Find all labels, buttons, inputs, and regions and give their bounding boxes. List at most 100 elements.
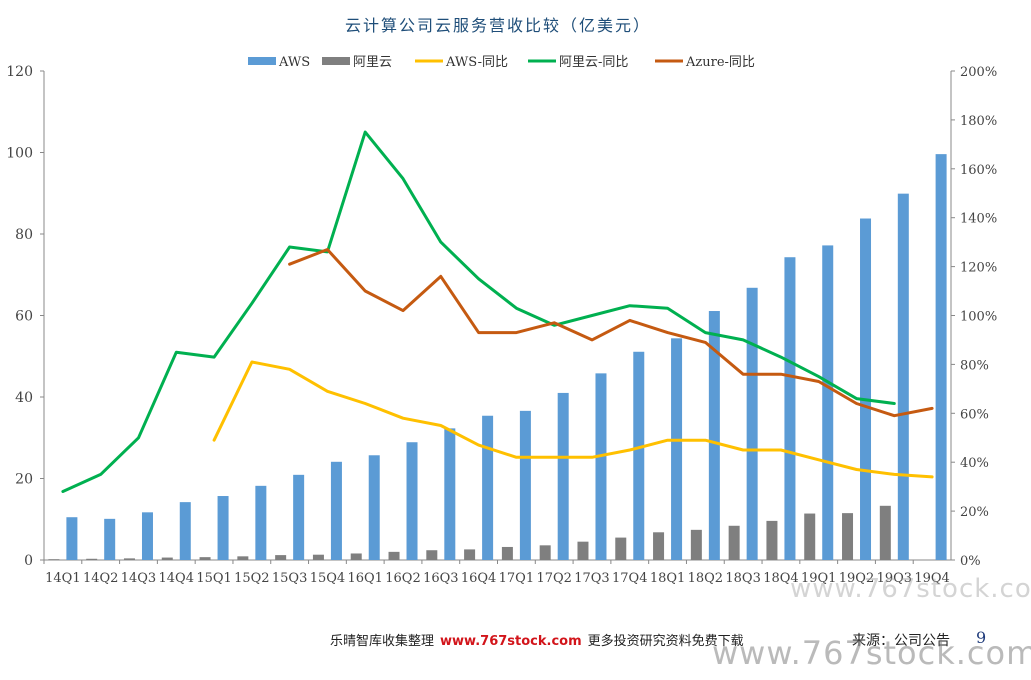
bar-aliyun [48, 559, 60, 560]
bar-aws [66, 517, 78, 560]
y-left-tick-label: 0 [24, 553, 33, 569]
x-tick-label: 19Q1 [801, 571, 836, 586]
x-tick-label: 19Q4 [914, 571, 949, 586]
x-tick-label: 15Q4 [310, 571, 345, 586]
bar-aws [708, 311, 720, 560]
bar-aliyun [690, 529, 702, 560]
y-right-tick-label: 140% [960, 212, 997, 227]
chart-axes: 0 20 40 60 80 100 120 0% 20% 40% 60% 80% 100% 120% 140… [6, 64, 997, 586]
legend-label: 阿里云 [353, 55, 392, 70]
x-tick-label: 14Q4 [159, 571, 194, 586]
bar-aliyun [464, 549, 476, 560]
chart-title: 云计算公司云服务营收比较（亿美元） [345, 16, 651, 35]
bar-aliyun [804, 513, 816, 560]
bar-aws [104, 518, 116, 560]
legend-label: AWS-同比 [445, 55, 508, 70]
y-left-tick-label: 20 [15, 472, 33, 488]
page-number: 9 [976, 628, 987, 647]
y-right-tick-label: 60% [960, 407, 989, 422]
bar-aws [860, 218, 872, 560]
source-note: 来源：公司公告 [852, 633, 950, 649]
y-right-tick-label: 20% [960, 505, 989, 520]
y-right-tick-label: 180% [960, 114, 997, 129]
bar-aliyun [426, 550, 438, 560]
y-right-tick-label: 0% [960, 554, 981, 569]
bar-aliyun [539, 545, 551, 560]
x-tick-label: 18Q2 [688, 571, 723, 586]
bar-aws [784, 257, 796, 560]
x-tick-label: 16Q4 [461, 571, 496, 586]
legend-label: Azure-同比 [685, 55, 755, 70]
y-left-tick-label: 80 [15, 227, 33, 243]
watermark-small: www.767stock.com [790, 574, 1031, 604]
bar-aws [368, 455, 380, 560]
bar-aws [822, 245, 834, 560]
bar-aws [179, 502, 191, 560]
x-tick-label: 17Q1 [499, 571, 534, 586]
x-tick-label: 17Q4 [612, 571, 647, 586]
bar-aws [595, 373, 607, 560]
chart-canvas: 云计算公司云服务营收比较（亿美元） AWS 阿里云 AWS-同比 阿里云-同比 Azur… [6, 16, 997, 586]
y-right-tick-label: 160% [960, 163, 997, 178]
x-tick-label: 17Q3 [574, 571, 609, 586]
line-series-group [61, 130, 934, 493]
bar-aliyun [766, 520, 778, 560]
legend-swatch [248, 57, 276, 65]
x-tick-label: 14Q2 [83, 571, 118, 586]
footer-note-text-2: 更多投资研究资料免费下载 [587, 634, 744, 649]
legend-swatch [322, 57, 350, 65]
bar-aws [897, 193, 909, 560]
bar-aliyun [275, 555, 287, 560]
y-right-tick-label: 80% [960, 358, 989, 373]
bar-aws [406, 442, 418, 560]
line-aliyun-yoy [61, 130, 896, 493]
line-azure-yoy [288, 248, 934, 418]
x-tick-label: 17Q2 [536, 571, 571, 586]
bar-aws [217, 496, 229, 560]
bar-aliyun [86, 558, 98, 560]
x-tick-label: 15Q3 [272, 571, 307, 586]
footer-note-text: 乐晴智库收集整理 [330, 634, 435, 649]
bar-aws [671, 338, 683, 560]
y-right-tick-label: 120% [960, 261, 997, 276]
bar-aliyun [728, 525, 740, 560]
legend-label: 阿里云-同比 [559, 55, 628, 70]
bar-aliyun [501, 546, 513, 560]
x-tick-label: 18Q3 [725, 571, 760, 586]
x-tick-label: 15Q2 [234, 571, 269, 586]
watermark-large: www.767stock.com [712, 634, 1031, 672]
bar-aliyun [237, 556, 249, 560]
y-left-tick-label: 40 [15, 390, 33, 406]
x-tick-label: 16Q3 [423, 571, 458, 586]
y-left-tick-label: 120 [6, 64, 33, 80]
y-left-tick-label: 60 [15, 309, 33, 325]
bar-aliyun [199, 557, 211, 560]
bar-aws [935, 154, 947, 560]
bar-aws [444, 428, 456, 560]
bar-aws [141, 512, 153, 560]
bar-aliyun [350, 553, 362, 560]
bar-aliyun [653, 532, 665, 560]
bar-aliyun [388, 551, 400, 560]
footer-note: 乐晴智库收集整理 www.767stock.com 更多投资研究资料免费下载 [330, 630, 744, 649]
chart-legend: AWS 阿里云 AWS-同比 阿里云-同比 Azure-同比 [248, 55, 755, 70]
x-tick-label: 18Q4 [763, 571, 798, 586]
x-tick-label: 15Q1 [196, 571, 231, 586]
bar-aws [519, 410, 531, 560]
bar-aws [633, 351, 645, 560]
bar-aliyun [842, 513, 854, 560]
bar-aliyun [879, 505, 891, 560]
line-aws-yoy [212, 360, 934, 479]
x-tick-label: 19Q3 [877, 571, 912, 586]
bar-aliyun [312, 554, 324, 560]
bar-aws [255, 485, 267, 560]
y-right-tick-label: 40% [960, 456, 989, 471]
x-tick-label: 14Q1 [45, 571, 80, 586]
bar-aliyun [161, 557, 173, 560]
y-right-tick-label: 200% [960, 65, 997, 80]
bar-aliyun [577, 541, 589, 560]
footer-site-link[interactable]: www.767stock.com [440, 634, 582, 649]
legend-label: AWS [278, 55, 310, 70]
y-left-tick-label: 100 [6, 146, 33, 162]
bar-aliyun [615, 537, 627, 560]
